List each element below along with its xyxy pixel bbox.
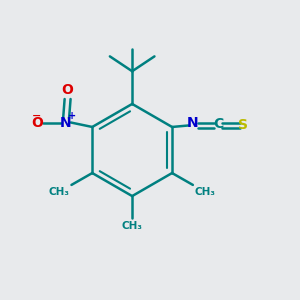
Text: CH₃: CH₃ (49, 187, 70, 197)
Text: O: O (31, 116, 43, 130)
Text: C: C (213, 117, 223, 131)
Text: N: N (187, 116, 199, 130)
Text: −: − (32, 110, 41, 120)
Text: +: + (68, 111, 76, 121)
Text: S: S (238, 118, 248, 132)
Text: CH₃: CH₃ (122, 221, 143, 231)
Text: CH₃: CH₃ (194, 187, 215, 197)
Text: O: O (61, 83, 73, 97)
Text: N: N (60, 116, 71, 130)
